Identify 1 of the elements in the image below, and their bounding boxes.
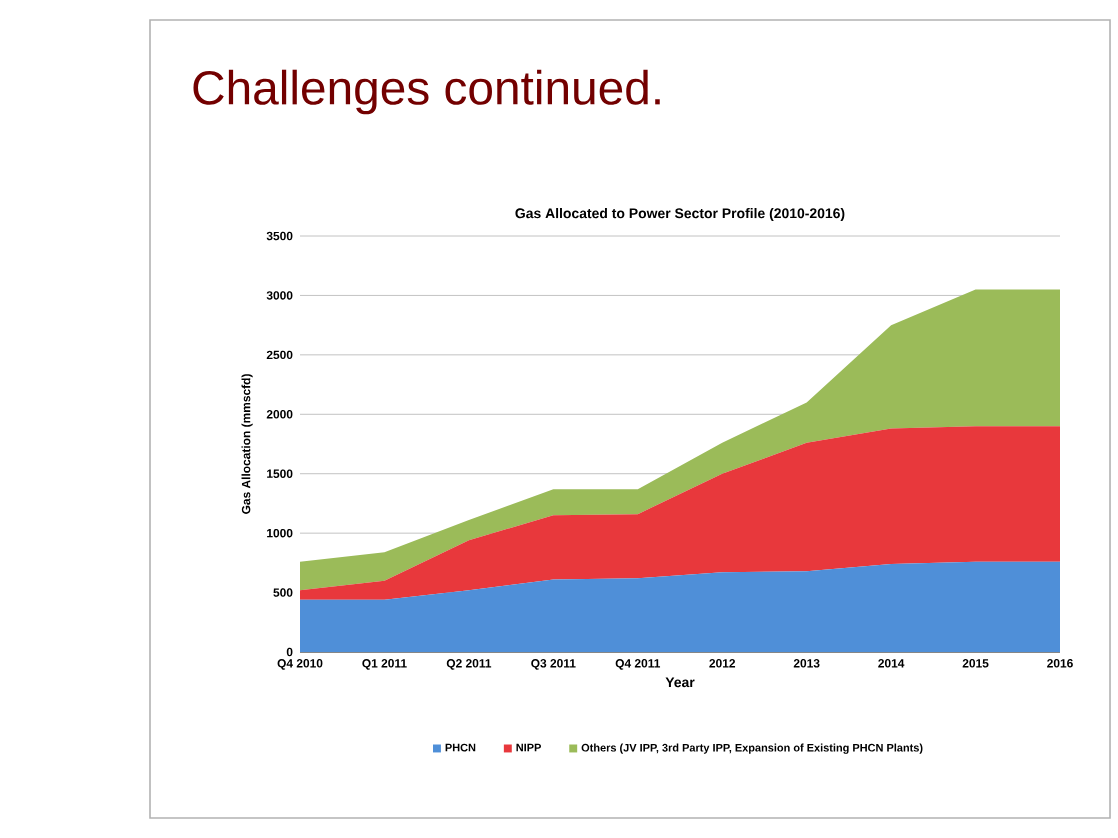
- text: Challenges continued.: [193, 69, 660, 115]
